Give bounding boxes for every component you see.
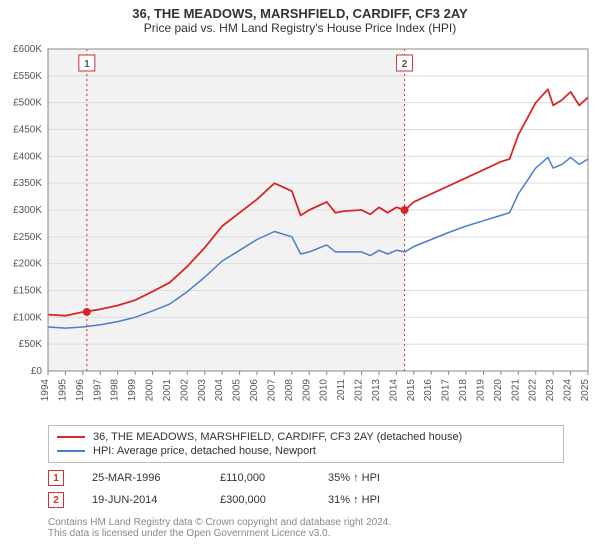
table-row: 1 25-MAR-1996 £110,000 35% ↑ HPI: [48, 467, 564, 489]
legend: 36, THE MEADOWS, MARSHFIELD, CARDIFF, CF…: [48, 425, 564, 463]
svg-text:1994: 1994: [40, 379, 51, 402]
svg-text:£550K: £550K: [13, 71, 42, 82]
svg-text:1995: 1995: [57, 379, 68, 402]
chart-plot: £0 £50K £100K £150K £200K £250K £300K £350K £400…: [0, 39, 600, 419]
svg-text:£400K: £400K: [13, 151, 42, 162]
svg-text:£450K: £450K: [13, 125, 42, 136]
svg-text:2: 2: [402, 59, 408, 70]
svg-text:2008: 2008: [284, 379, 295, 402]
footer-line: Contains HM Land Registry data © Crown c…: [48, 517, 564, 528]
svg-text:2019: 2019: [475, 379, 486, 402]
svg-text:2014: 2014: [388, 379, 399, 402]
legend-swatch-1: [57, 436, 85, 438]
svg-text:2020: 2020: [493, 379, 504, 402]
sale-diff: 35% ↑ HPI: [328, 472, 408, 484]
svg-text:2003: 2003: [197, 379, 208, 402]
svg-text:2021: 2021: [510, 379, 521, 402]
svg-text:2016: 2016: [423, 379, 434, 402]
table-row: 2 19-JUN-2014 £300,000 31% ↑ HPI: [48, 489, 564, 511]
chart-subtitle: Price paid vs. HM Land Registry's House …: [0, 21, 600, 35]
sale-price: £110,000: [220, 472, 300, 484]
sale-diff: 31% ↑ HPI: [328, 494, 408, 506]
chart-title: 36, THE MEADOWS, MARSHFIELD, CARDIFF, CF…: [0, 6, 600, 21]
svg-text:£50K: £50K: [19, 339, 43, 350]
svg-text:1997: 1997: [92, 379, 103, 402]
svg-text:2009: 2009: [301, 379, 312, 402]
svg-text:2006: 2006: [249, 379, 260, 402]
svg-text:2001: 2001: [162, 379, 173, 402]
svg-text:2011: 2011: [336, 379, 347, 401]
svg-text:£0: £0: [31, 366, 43, 377]
sales-table: 1 25-MAR-1996 £110,000 35% ↑ HPI 2 19-JU…: [48, 467, 564, 511]
sale-date: 19-JUN-2014: [92, 494, 192, 506]
svg-text:1999: 1999: [127, 379, 138, 402]
footer-line: This data is licensed under the Open Gov…: [48, 528, 564, 539]
svg-text:£300K: £300K: [13, 205, 42, 216]
sale-marker-icon: 2: [48, 492, 64, 508]
svg-text:1996: 1996: [75, 379, 86, 402]
legend-swatch-2: [57, 450, 85, 452]
svg-text:£100K: £100K: [13, 312, 42, 323]
svg-text:2025: 2025: [580, 379, 591, 402]
svg-text:£250K: £250K: [13, 232, 42, 243]
svg-text:£600K: £600K: [13, 44, 42, 55]
svg-text:2024: 2024: [563, 379, 574, 402]
svg-text:2017: 2017: [441, 379, 452, 402]
sale-price: £300,000: [220, 494, 300, 506]
svg-text:£500K: £500K: [13, 98, 42, 109]
svg-text:2004: 2004: [214, 379, 225, 402]
svg-text:£150K: £150K: [13, 286, 42, 297]
svg-text:2012: 2012: [354, 379, 365, 402]
svg-text:£350K: £350K: [13, 178, 42, 189]
legend-label-2: HPI: Average price, detached house, Newp…: [93, 445, 316, 457]
svg-text:1: 1: [84, 59, 90, 70]
svg-text:2023: 2023: [545, 379, 556, 402]
legend-row-2: HPI: Average price, detached house, Newp…: [57, 444, 555, 458]
svg-text:2010: 2010: [319, 379, 330, 402]
sale-marker-icon: 1: [48, 470, 64, 486]
svg-text:£200K: £200K: [13, 259, 42, 270]
svg-text:1998: 1998: [110, 379, 121, 402]
footer: Contains HM Land Registry data © Crown c…: [48, 517, 564, 539]
svg-text:2005: 2005: [232, 379, 243, 402]
sale-date: 25-MAR-1996: [92, 472, 192, 484]
svg-text:2007: 2007: [266, 379, 277, 402]
svg-text:2013: 2013: [371, 379, 382, 402]
svg-text:2000: 2000: [145, 379, 156, 402]
svg-text:2022: 2022: [528, 379, 539, 402]
svg-text:2015: 2015: [406, 379, 417, 402]
svg-text:2018: 2018: [458, 379, 469, 402]
svg-text:2002: 2002: [179, 379, 190, 402]
chart-container: 36, THE MEADOWS, MARSHFIELD, CARDIFF, CF…: [0, 6, 600, 539]
legend-row-1: 36, THE MEADOWS, MARSHFIELD, CARDIFF, CF…: [57, 430, 555, 444]
legend-label-1: 36, THE MEADOWS, MARSHFIELD, CARDIFF, CF…: [93, 431, 462, 443]
